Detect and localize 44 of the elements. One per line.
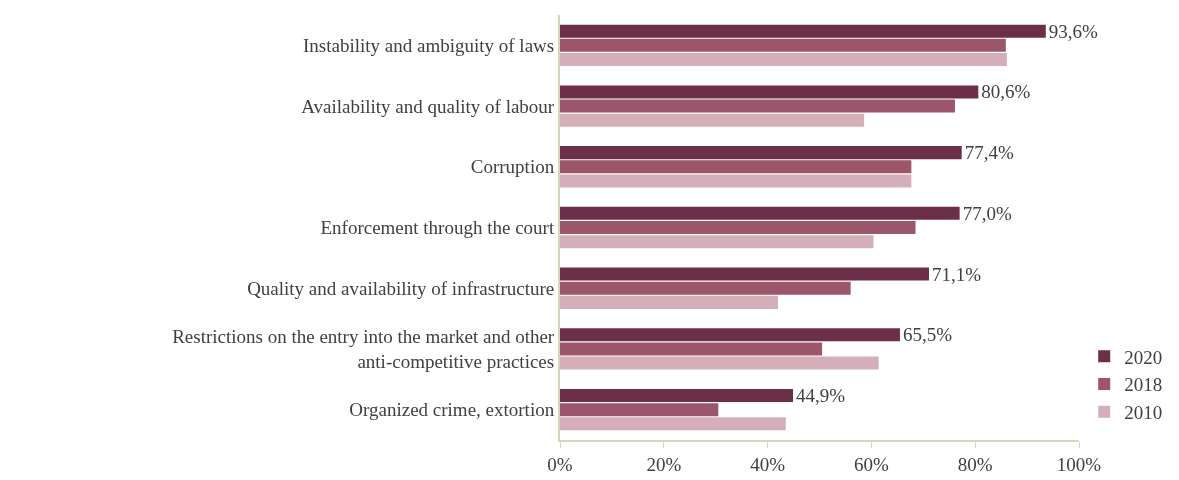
bar — [560, 38, 1006, 52]
bar — [560, 267, 930, 281]
x-tick-label: 40% — [750, 453, 786, 475]
data-label: 71,1% — [932, 263, 982, 285]
bar — [560, 356, 879, 370]
bar — [560, 53, 1007, 67]
y-tick-label: Restrictions on the entry into the market and other anti-competitive practices — [172, 326, 555, 372]
y-tick-label: Quality and availability of infrastructure — [247, 277, 555, 299]
x-tick-label: 100% — [1056, 453, 1102, 475]
x-tick-label: 0% — [547, 453, 573, 475]
bar — [560, 295, 778, 309]
bar — [560, 174, 912, 188]
data-label: 80,6% — [981, 81, 1031, 103]
y-tick-label: Availability and quality of labour — [301, 95, 555, 117]
legend-label: 2020 — [1124, 346, 1163, 368]
data-label: 65,5% — [902, 324, 953, 346]
x-tick-label: 80% — [957, 453, 993, 475]
bar — [560, 417, 786, 431]
y-tick-label: Instability and ambiguity of laws — [303, 35, 555, 57]
y-tick-label: Corruption — [470, 156, 555, 178]
bar — [560, 220, 916, 235]
x-tick-label: 60% — [853, 453, 889, 475]
bar — [560, 206, 960, 220]
bar — [560, 388, 794, 402]
bar — [560, 24, 1046, 38]
legend-label: 2018 — [1124, 374, 1163, 396]
bar — [560, 342, 823, 356]
legend-label: 2010 — [1124, 402, 1163, 424]
data-label: 77,4% — [964, 142, 1014, 164]
bar — [560, 328, 900, 342]
data-label: 93,6% — [1048, 20, 1099, 42]
x-tick-label: 20% — [646, 453, 682, 475]
bar — [560, 146, 962, 160]
bar — [560, 99, 955, 113]
bar — [560, 85, 979, 99]
y-tick-label: Enforcement through the court — [320, 217, 555, 239]
bar — [560, 403, 719, 417]
data-label: 44,9% — [796, 384, 846, 406]
bar — [560, 235, 874, 249]
bar — [560, 160, 912, 174]
y-tick-label: Organized crime, extortion — [349, 399, 555, 421]
data-label: 77,0% — [962, 202, 1012, 224]
bar — [560, 113, 865, 127]
bar — [560, 281, 851, 295]
